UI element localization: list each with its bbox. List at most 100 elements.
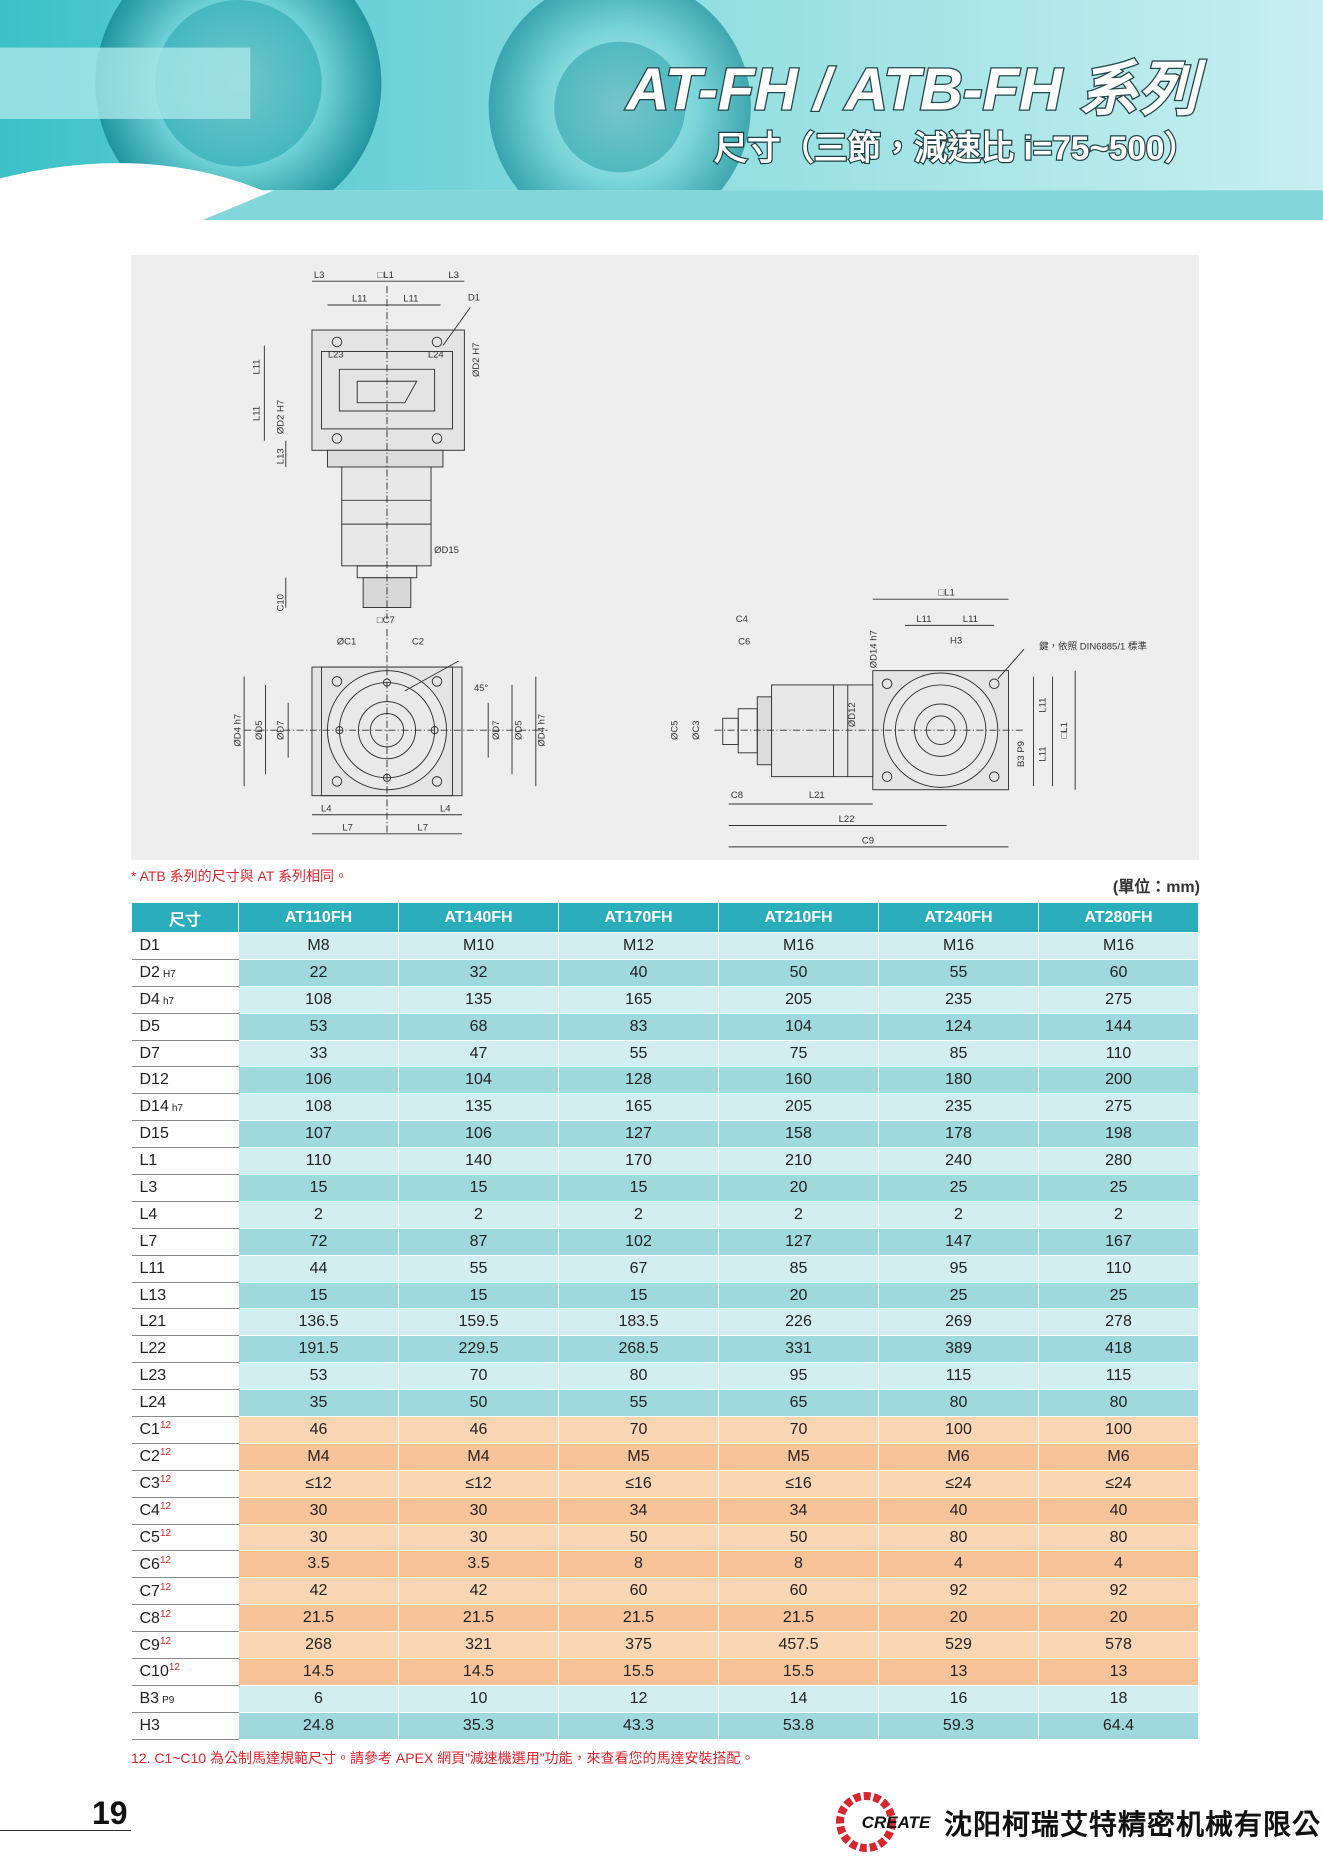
table-cell: 42 — [398, 1577, 559, 1606]
table-cell: 3.5 — [398, 1550, 559, 1579]
header-cell: AT280FH — [1038, 902, 1199, 933]
row-label: L24 — [131, 1389, 239, 1418]
table-row: C1012 14.5 14.5 15.5 15.5 13 13 — [131, 1658, 1199, 1686]
dimension-label: C4 — [736, 614, 749, 625]
row-label-note: 12 — [159, 1420, 172, 1432]
row-label: C212 — [131, 1443, 239, 1471]
banner: AT-FH / ATB-FH 系列 尺寸（三節，減速比 i=75~500） — [0, 0, 1323, 220]
row-label-note: 12 — [159, 1474, 172, 1486]
table-cell: M8 — [238, 932, 399, 960]
table-row: D15 107 106 127 158 178 198 — [131, 1120, 1199, 1149]
table-cell: 60 — [1038, 958, 1199, 987]
table-cell: 375 — [558, 1631, 719, 1660]
row-label-note: 12 — [159, 1501, 172, 1513]
table-row: D1 M8 M10 M12 M16 M16 M16 — [131, 932, 1199, 960]
row-label: L3 — [131, 1174, 239, 1202]
header-cell: AT210FH — [718, 902, 879, 933]
table-cell: 50 — [718, 958, 879, 987]
dimension-label: B3 P9 — [1016, 741, 1027, 767]
table-cell: 235 — [878, 985, 1039, 1014]
table-cell: 20 — [878, 1604, 1039, 1633]
table-cell: 25 — [878, 1281, 1039, 1310]
table-cell: 8 — [558, 1550, 719, 1579]
dimension-label: L3 — [314, 270, 325, 281]
dimension-label: L3 — [448, 270, 459, 281]
table-row: B3 P9 6 10 12 14 16 18 — [131, 1684, 1199, 1713]
table-cell: 418 — [1038, 1335, 1199, 1364]
table-row: C312 ≤12 ≤12 ≤16 ≤16 ≤24 ≤24 — [131, 1469, 1199, 1498]
table-cell: 35 — [238, 1389, 399, 1418]
dimension-label: L11 — [916, 614, 931, 625]
table-cell: 67 — [558, 1254, 719, 1283]
table-cell: 34 — [558, 1496, 719, 1525]
table-cell: 85 — [718, 1254, 879, 1283]
row-label-text: C5 — [139, 1529, 160, 1547]
table-cell: 178 — [878, 1120, 1039, 1149]
dimension-label: C6 — [738, 637, 750, 648]
table-cell: M4 — [238, 1442, 399, 1471]
table-cell: M16 — [878, 932, 1039, 960]
dimension-label: C9 — [862, 835, 874, 846]
row-label-text: H3 — [139, 1716, 160, 1734]
row-label-sub: h7 — [162, 995, 175, 1007]
table-cell: ≤16 — [718, 1469, 879, 1498]
table-cell: 457.5 — [718, 1631, 879, 1660]
row-label-text: L4 — [139, 1205, 158, 1223]
dimension-label: L21 — [809, 790, 825, 801]
table-cell: 53 — [238, 1012, 399, 1041]
row-label-text: C7 — [139, 1582, 160, 1600]
table-cell: 30 — [398, 1523, 559, 1552]
table-row: H3 24.8 35.3 43.3 53.8 59.3 64.4 — [131, 1711, 1199, 1740]
row-label: C612 — [131, 1550, 239, 1579]
table-cell: 14.5 — [398, 1658, 559, 1686]
table-cell: 2 — [398, 1200, 559, 1229]
dimension-label: L7 — [342, 822, 353, 833]
table-cell: 65 — [718, 1389, 879, 1418]
row-label-text: D2 — [139, 963, 160, 981]
dimension-label: ØD2 H7 — [276, 400, 287, 434]
row-label: C812 — [131, 1604, 239, 1633]
subtitle: 尺寸（三節，減速比 i=75~500） — [714, 129, 1198, 167]
row-label-text: C9 — [139, 1636, 160, 1654]
table-cell: 80 — [558, 1362, 719, 1391]
table-cell: 80 — [878, 1523, 1039, 1552]
page-number: 19 — [92, 1795, 128, 1831]
table-cell: 165 — [558, 985, 719, 1014]
table-row: L13 15 15 15 20 25 25 — [131, 1281, 1199, 1310]
table-cell: 70 — [558, 1416, 719, 1444]
table-cell: 24.8 — [238, 1711, 399, 1740]
table-cell: 21.5 — [238, 1604, 399, 1633]
row-label: C1012 — [131, 1658, 239, 1686]
table-cell: 21.5 — [718, 1604, 879, 1633]
row-label-note: 12 — [159, 1447, 172, 1459]
table-cell: 2 — [718, 1200, 879, 1229]
table-row: D14 h7 108 135 165 205 235 275 — [131, 1093, 1199, 1122]
table-cell: 275 — [1038, 985, 1199, 1014]
header-cell: AT240FH — [878, 902, 1039, 933]
table-cell: 128 — [558, 1066, 719, 1095]
table-row: C512 30 30 50 50 80 80 — [131, 1523, 1199, 1552]
row-label-text: C6 — [139, 1555, 160, 1573]
row-label: L23 — [131, 1362, 239, 1391]
table-cell: 68 — [398, 1012, 559, 1041]
table-cell: 15 — [398, 1174, 559, 1202]
row-label: D7 — [131, 1040, 239, 1068]
table-cell: 75 — [718, 1039, 879, 1068]
company-name: 沈阳柯瑞艾特精密机械有限公司 — [944, 1809, 1323, 1840]
table-cell: 180 — [878, 1066, 1039, 1095]
table-cell: 21.5 — [398, 1604, 559, 1633]
row-label-text: D1 — [139, 936, 160, 954]
table-cell: ≤24 — [1038, 1469, 1199, 1498]
table-cell: M5 — [558, 1442, 719, 1471]
row-label: H3 — [131, 1712, 239, 1740]
dimension-label: H3 — [950, 635, 962, 646]
table-cell: 59.3 — [878, 1711, 1039, 1740]
table-cell: 165 — [558, 1093, 719, 1122]
table-cell: 25 — [1038, 1281, 1199, 1310]
dimension-label: ØC1 — [337, 637, 357, 648]
table-cell: 235 — [878, 1093, 1039, 1122]
table-cell: 205 — [718, 985, 879, 1014]
dimension-table: 尺寸 AT110FH AT140FH AT170FH AT210FH AT240FH AT2… — [131, 902, 1199, 1740]
dimension-label: □L1 — [938, 588, 954, 599]
row-label-note: 12 — [159, 1581, 172, 1593]
